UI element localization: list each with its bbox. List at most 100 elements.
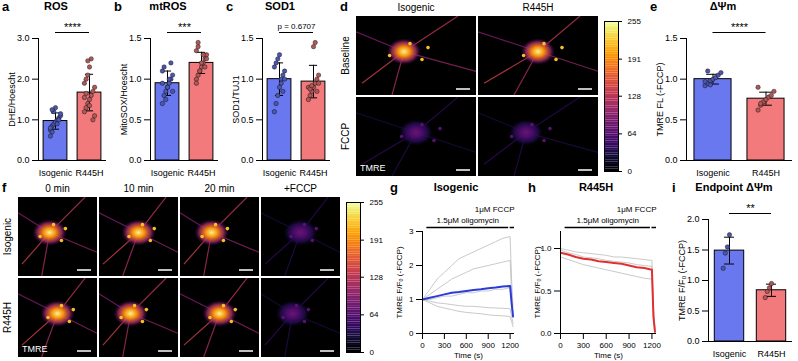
svg-text:0.0: 0.0 [665, 155, 678, 165]
svg-text:Isogenic: Isogenic [713, 349, 747, 359]
svg-text:TMRE F/F₀ (-FCCP): TMRE F/F₀ (-FCCP) [533, 246, 542, 319]
html-text:d: d [340, 0, 348, 14]
svg-text:10 min: 10 min [123, 183, 153, 194]
svg-text:2.0: 2.0 [687, 214, 700, 224]
svg-text:0: 0 [420, 341, 425, 350]
svg-text:****: **** [731, 21, 749, 33]
svg-text:0: 0 [370, 348, 375, 357]
svg-text:0.5: 0.5 [129, 115, 142, 125]
svg-text:1μM FCCP: 1μM FCCP [617, 205, 657, 214]
svg-text:0.5: 0.5 [241, 115, 254, 125]
svg-text:SOD1/TUJ1: SOD1/TUJ1 [231, 75, 241, 124]
svg-text:1200: 1200 [501, 341, 519, 350]
svg-text:0.0: 0.0 [17, 155, 30, 165]
html-text:c: c [226, 0, 234, 14]
svg-text:1200: 1200 [643, 341, 661, 350]
svg-text:1.0: 1.0 [687, 275, 700, 285]
svg-text:FCCP: FCCP [340, 123, 351, 151]
svg-text:191: 191 [370, 236, 384, 245]
svg-text:Isogenic: Isogenic [39, 168, 73, 178]
svg-text:300: 300 [438, 341, 452, 350]
svg-text:Time (s): Time (s) [594, 351, 623, 360]
svg-text:3: 3 [409, 227, 414, 236]
svg-text:255: 255 [628, 17, 642, 26]
html-text:ROS: ROS [44, 0, 68, 12]
html-text:Isogenic: Isogenic [433, 181, 479, 193]
svg-text:TMRE F/F₀ (-FCCP): TMRE F/F₀ (-FCCP) [395, 246, 404, 319]
svg-text:****: **** [64, 21, 82, 33]
svg-text:300: 300 [577, 341, 591, 350]
svg-text:MitoSOX/Hoescht: MitoSOX/Hoescht [119, 63, 129, 135]
svg-text:Time (s): Time (s) [454, 351, 483, 360]
svg-text:0.5: 0.5 [665, 115, 678, 125]
svg-text:1.5: 1.5 [241, 33, 254, 43]
svg-text:Isogenic: Isogenic [2, 218, 13, 255]
svg-text:20 min: 20 min [204, 183, 234, 194]
svg-text:1.0: 1.0 [129, 74, 142, 84]
svg-text:R445H: R445H [299, 168, 327, 178]
svg-text:1.5μM oligomycin: 1.5μM oligomycin [577, 216, 639, 225]
svg-text:128: 128 [628, 92, 642, 101]
svg-text:TMRE: TMRE [22, 344, 48, 354]
svg-text:R445H: R445H [757, 349, 785, 359]
svg-text:Isogenic: Isogenic [151, 168, 185, 178]
svg-text:0: 0 [558, 341, 563, 350]
svg-text:600: 600 [460, 341, 474, 350]
html-text:SOD1: SOD1 [265, 0, 295, 12]
svg-text:600: 600 [600, 341, 614, 350]
svg-text:Isogenic: Isogenic [263, 168, 297, 178]
svg-text:0.5: 0.5 [687, 306, 700, 316]
svg-text:p = 0.6707: p = 0.6707 [277, 22, 316, 31]
svg-text:3.0: 3.0 [17, 33, 30, 43]
svg-text:0: 0 [409, 329, 414, 338]
svg-text:0.0: 0.0 [540, 329, 552, 338]
svg-text:1: 1 [409, 295, 414, 304]
svg-text:1.0: 1.0 [540, 244, 552, 254]
svg-text:900: 900 [622, 341, 636, 350]
svg-text:1.5μM oligomycin: 1.5μM oligomycin [437, 216, 499, 225]
svg-text:255: 255 [370, 198, 384, 207]
svg-text:R445H: R445H [522, 2, 553, 13]
svg-text:Baseline: Baseline [340, 36, 351, 75]
svg-text:191: 191 [628, 55, 642, 64]
html-text:e: e [650, 0, 658, 14]
svg-text:1.5: 1.5 [665, 33, 678, 43]
html-text:a: a [2, 0, 10, 14]
html-text:mtROS: mtROS [149, 0, 187, 12]
svg-text:64: 64 [370, 310, 379, 319]
html-text:ΔΨm: ΔΨm [709, 0, 737, 12]
svg-text:R445H: R445H [75, 168, 103, 178]
html-text:b: b [114, 0, 122, 14]
svg-text:2: 2 [409, 261, 414, 270]
svg-text:R445H: R445H [187, 168, 215, 178]
svg-text:1μM FCCP: 1μM FCCP [475, 205, 515, 214]
svg-text:TMRE FL (-FCCP): TMRE FL (-FCCP) [655, 62, 665, 136]
svg-text:1.0: 1.0 [665, 74, 678, 84]
svg-text:1.0: 1.0 [17, 115, 30, 125]
svg-text:1.0: 1.0 [241, 74, 254, 84]
svg-text:TMRE: TMRE [360, 163, 386, 173]
svg-text:Isogenic: Isogenic [397, 2, 434, 13]
svg-text:64: 64 [628, 129, 637, 138]
svg-text:1.5: 1.5 [687, 245, 700, 255]
svg-text:Isogenic: Isogenic [696, 168, 730, 178]
svg-text:128: 128 [370, 273, 384, 282]
svg-text:2.0: 2.0 [17, 74, 30, 84]
svg-text:0.0: 0.0 [241, 155, 254, 165]
svg-text:DHE/Hoescht: DHE/Hoescht [7, 72, 17, 127]
svg-text:+FCCP: +FCCP [284, 183, 317, 194]
svg-text:900: 900 [482, 341, 496, 350]
svg-text:0.5: 0.5 [540, 286, 552, 296]
svg-text:0.0: 0.0 [687, 336, 700, 346]
html-text:Endpoint ΔΨm: Endpoint ΔΨm [695, 181, 773, 193]
svg-text:TMRE F/F₀ (-FCCP): TMRE F/F₀ (-FCCP) [677, 240, 687, 321]
html-text:R445H: R445H [578, 181, 614, 193]
svg-text:1.5: 1.5 [129, 33, 142, 43]
svg-text:0 min: 0 min [45, 183, 69, 194]
svg-text:R445H: R445H [752, 168, 780, 178]
svg-text:0.0: 0.0 [129, 155, 142, 165]
svg-text:R445H: R445H [2, 302, 13, 333]
svg-text:0: 0 [628, 167, 633, 176]
svg-text:***: *** [178, 21, 192, 33]
svg-text:**: ** [746, 202, 755, 214]
